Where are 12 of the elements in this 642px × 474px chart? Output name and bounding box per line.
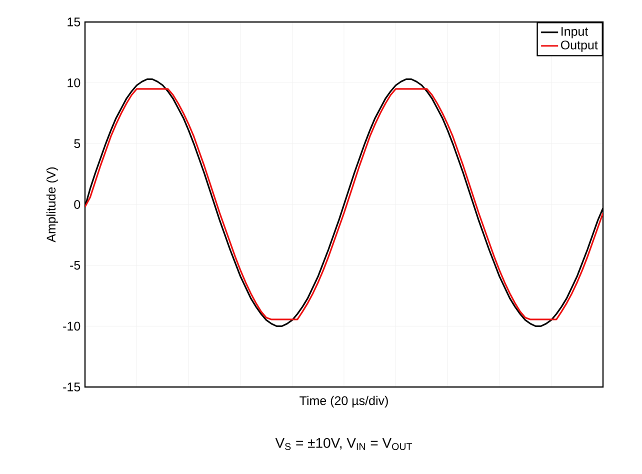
legend-label: Input bbox=[562, 27, 588, 38]
x-axis-title: Time (20 µs/div) bbox=[300, 396, 388, 408]
y-tick-label: -5 bbox=[70, 260, 80, 270]
y-axis-title: Amplitude (V) bbox=[46, 167, 58, 242]
y-tick-label: 0 bbox=[74, 200, 80, 209]
y-tick-label: -15 bbox=[63, 382, 80, 392]
legend-label: Output bbox=[560, 40, 598, 52]
y-tick-label: 10 bbox=[68, 78, 80, 88]
y-tick-label: 15 bbox=[68, 18, 80, 26]
y-tick-label: 5 bbox=[74, 139, 80, 148]
text: V$_{S}$ = ±10V, V$_{IN}$ = V$_{OUT}$ bbox=[275, 438, 412, 450]
y-tick-label: -10 bbox=[63, 322, 80, 331]
